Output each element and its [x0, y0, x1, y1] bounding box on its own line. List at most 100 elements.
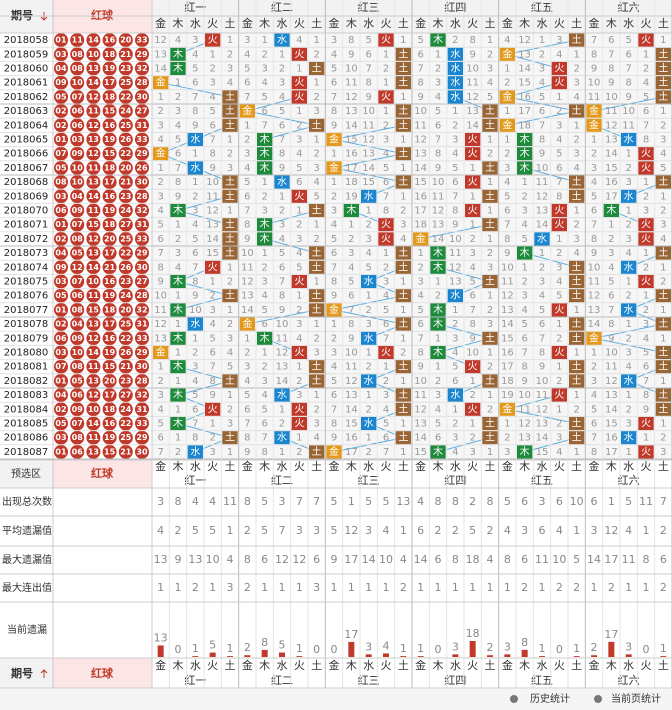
hit-element: 水: [450, 77, 460, 89]
red-ball: [102, 331, 117, 346]
red-ball-number: 27: [136, 277, 147, 286]
stat-value: 1: [227, 524, 234, 537]
element-name: 火: [641, 659, 652, 672]
omission: 11: [276, 333, 289, 344]
hit-cell: [326, 445, 342, 459]
red-ball: [102, 132, 117, 147]
red-ball-number: 26: [120, 263, 132, 272]
red-ball-number: 06: [55, 334, 67, 343]
omission: 4: [504, 177, 510, 188]
hit-cell: [569, 416, 585, 431]
stat-value: 13: [396, 495, 410, 508]
hit-cell: [447, 289, 463, 303]
omission: 4: [175, 35, 181, 46]
omission: 4: [539, 78, 545, 89]
omission: 14: [605, 149, 618, 160]
omission: 6: [348, 291, 354, 302]
page-stat-icon[interactable]: [594, 695, 602, 703]
red-ball-number: 07: [72, 220, 83, 229]
omission: 12: [432, 206, 445, 217]
omission: 15: [345, 419, 358, 430]
omission: 4: [400, 234, 406, 245]
page-stat-button[interactable]: 当前页统计: [611, 692, 661, 705]
hit-element: 土: [572, 104, 582, 117]
omission: 10: [622, 106, 635, 117]
hit-cell: [517, 132, 533, 147]
omission: 5: [504, 191, 510, 202]
omission: 5: [175, 135, 181, 146]
stat-value: 12: [275, 553, 289, 566]
period-header[interactable]: 期号: [11, 8, 33, 22]
stat-label: 出现总次数: [2, 495, 52, 508]
omission: 2: [487, 362, 493, 373]
red-ball: [135, 288, 149, 303]
red-ball: [70, 47, 85, 62]
current-bar: [296, 656, 303, 657]
omission: 16: [414, 191, 427, 202]
omission: 6: [417, 319, 423, 330]
omission: 1: [313, 277, 319, 288]
omission: 2: [469, 433, 475, 444]
omission: 12: [536, 191, 549, 202]
red-ball: [54, 345, 68, 360]
element-name: 土: [485, 460, 496, 473]
omission: 9: [209, 163, 215, 174]
hit-element: 土: [572, 189, 582, 202]
hit-element: 木: [173, 48, 183, 60]
omission: 1: [643, 433, 649, 444]
stat-value: 10: [552, 553, 566, 566]
sort-arrow-up[interactable]: [40, 669, 48, 678]
omission: 3: [556, 120, 562, 131]
hit-cell: [274, 33, 290, 47]
omission: 10: [605, 92, 618, 103]
omission: 1: [157, 163, 163, 174]
red-ball: [118, 302, 133, 317]
history-button[interactable]: 历史统计: [530, 692, 570, 705]
omission: 1: [435, 362, 441, 373]
omission: 12: [154, 319, 167, 330]
hit-element: 火: [381, 233, 391, 245]
hit-cell: [586, 331, 602, 345]
omission: 10: [518, 390, 531, 401]
red-ball: [54, 75, 68, 90]
current-value: 0: [331, 643, 338, 656]
omission: 2: [452, 120, 458, 131]
hit-element: 土: [572, 175, 582, 188]
red-ball: [70, 175, 85, 190]
omission: 6: [279, 120, 285, 131]
element-name: 木: [433, 17, 444, 30]
red-ball: [86, 274, 101, 289]
stat-value: 8: [452, 553, 459, 566]
hit-element: 火: [468, 176, 478, 188]
hit-element: 土: [658, 402, 668, 415]
hit-cell: [187, 161, 203, 175]
red-ball: [102, 47, 117, 62]
hit-cell: [603, 203, 619, 218]
omission: 3: [244, 362, 250, 373]
red-ball-number: 28: [136, 78, 148, 87]
history-icon[interactable]: [510, 695, 518, 703]
red-ball-number: 08: [55, 178, 67, 187]
hit-cell: [551, 218, 567, 232]
omission: 6: [331, 390, 337, 401]
omission: 7: [608, 305, 614, 316]
red-ball-number: 08: [72, 362, 84, 371]
omission: 17: [414, 206, 427, 217]
hit-element: 火: [208, 403, 218, 415]
omission: 4: [313, 433, 319, 444]
omission: 1: [227, 447, 233, 458]
footer-period[interactable]: 期号: [11, 666, 33, 680]
omission: 5: [556, 291, 562, 302]
omission: 7: [435, 135, 441, 146]
group-name: 红三: [358, 1, 380, 14]
hit-element: 土: [572, 331, 582, 344]
omission: 12: [449, 262, 462, 273]
hit-element: 水: [624, 375, 634, 387]
red-ball: [86, 416, 101, 431]
hit-element: 土: [572, 317, 582, 330]
hit-cell: [551, 76, 567, 90]
omission: 3: [365, 319, 371, 330]
omission: 2: [521, 191, 527, 202]
hit-element: 土: [398, 317, 408, 330]
omission: 1: [504, 419, 510, 430]
